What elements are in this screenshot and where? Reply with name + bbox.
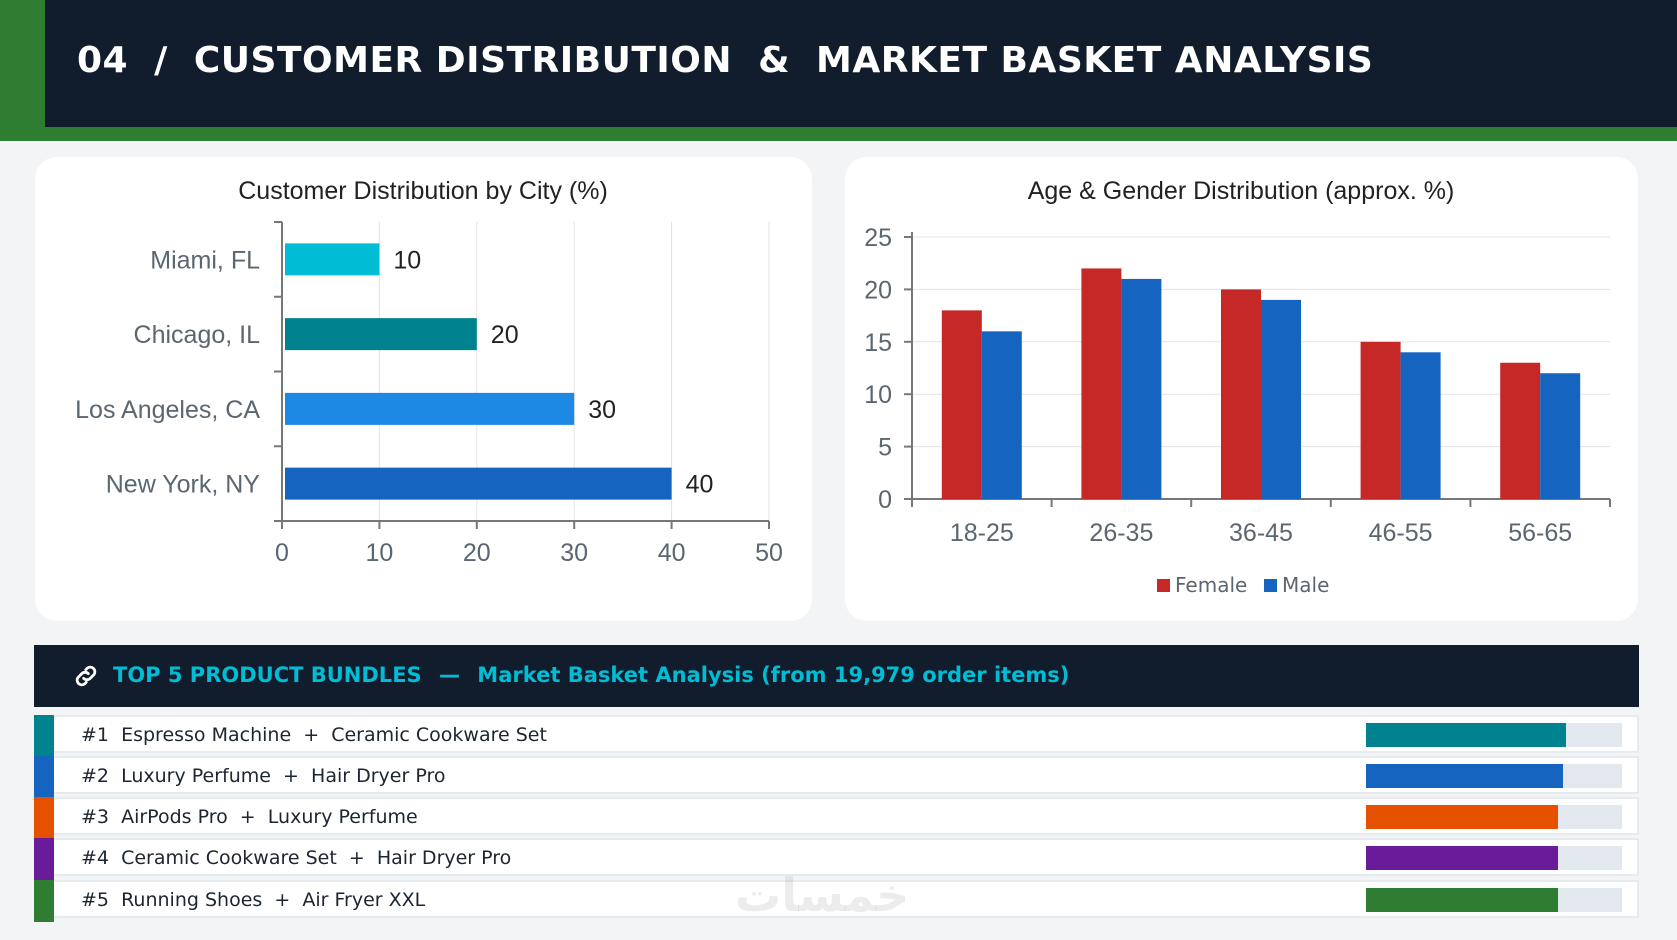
bar-male	[1261, 299, 1301, 499]
bundle-bar-fill	[1366, 888, 1558, 912]
bundle-bar-fill	[1366, 764, 1564, 788]
header-bar	[45, 0, 1677, 127]
bundle-bar-track	[1366, 723, 1622, 747]
bundle-bar-track	[1366, 805, 1622, 829]
category-label: New York, NY	[106, 471, 261, 499]
bundle-accent	[34, 838, 54, 880]
watermark-logo: خمسات	[735, 868, 910, 922]
data-label: 20	[491, 321, 519, 349]
bar-female	[1081, 268, 1122, 499]
bundle-label: #5 Running Shoes + Air Fryer XXL	[81, 889, 426, 911]
bundle-accent	[34, 756, 54, 798]
bar	[285, 243, 380, 276]
category-label: Los Angeles, CA	[75, 396, 260, 424]
city-distribution-chart: Customer Distribution by City (%) 0 10 20 30…	[75, 177, 783, 567]
bundle-bar-track	[1366, 888, 1622, 912]
bar-female	[1360, 341, 1401, 499]
bar-female	[1221, 289, 1261, 499]
legend-swatch	[1264, 579, 1277, 592]
bar-male	[981, 331, 1022, 499]
chart-title: Customer Distribution by City (%)	[238, 177, 608, 205]
bar	[285, 467, 672, 500]
chart-title: Age & Gender Distribution (approx. %)	[1028, 177, 1455, 205]
bundles-heading: TOP 5 PRODUCT BUNDLES — Market Basket An…	[113, 663, 1069, 687]
x-tick-label: 30	[560, 539, 588, 567]
bundle-bar-track	[1366, 764, 1622, 788]
legend-swatch	[1157, 579, 1170, 592]
legend-label: Male	[1282, 573, 1329, 597]
bundles-header: TOP 5 PRODUCT BUNDLES — Market Basket An…	[34, 645, 1639, 707]
bundle-row: #3 AirPods Pro + Luxury Perfume	[34, 797, 1639, 839]
x-tick-label: 26-35	[1089, 519, 1153, 547]
bundle-bar-fill	[1366, 723, 1566, 747]
bundle-row: #2 Luxury Perfume + Hair Dryer Pro	[34, 756, 1639, 798]
data-label: 30	[588, 396, 616, 424]
bundle-label: #1 Espresso Machine + Ceramic Cookware S…	[81, 724, 547, 746]
y-tick-label: 20	[864, 276, 892, 304]
bar-female	[1500, 362, 1541, 499]
bundle-row: #1 Espresso Machine + Ceramic Cookware S…	[34, 715, 1639, 757]
x-tick-label: 50	[755, 539, 783, 567]
bundle-label: #2 Luxury Perfume + Hair Dryer Pro	[81, 765, 446, 787]
y-tick-label: 5	[878, 434, 892, 462]
bundles-separator: —	[438, 663, 460, 687]
x-tick-label: 18-25	[950, 519, 1014, 547]
link-icon	[75, 665, 97, 687]
x-tick-label: 46-55	[1369, 519, 1433, 547]
category-label: Miami, FL	[150, 246, 260, 274]
y-tick-label: 15	[864, 329, 892, 357]
bundle-row: #5 Running Shoes + Air Fryer XXL	[34, 880, 1639, 922]
x-tick-label: 36-45	[1229, 519, 1293, 547]
bundle-row: #4 Ceramic Cookware Set + Hair Dryer Pro	[34, 838, 1639, 880]
x-tick-label: 20	[463, 539, 491, 567]
y-tick-label: 0	[878, 486, 892, 514]
bar-female	[941, 310, 982, 499]
y-tick-label: 10	[864, 381, 892, 409]
category-label: Chicago, IL	[134, 321, 261, 349]
data-label: 40	[686, 471, 714, 499]
bar	[285, 318, 477, 351]
age-gender-card: Age & Gender Distribution (approx. %) 0 5 1…	[845, 157, 1638, 621]
bundles-subtitle: Market Basket Analysis (from 19,979 orde…	[477, 663, 1070, 687]
legend-label: Female	[1175, 573, 1247, 597]
bundle-bar-track	[1366, 846, 1622, 870]
bar-male	[1121, 278, 1162, 499]
bundles-title: TOP 5 PRODUCT BUNDLES	[113, 663, 422, 687]
x-tick-label: 40	[658, 539, 686, 567]
bar	[285, 392, 575, 425]
x-tick-label: 10	[365, 539, 393, 567]
bundle-bar-fill	[1366, 805, 1558, 829]
city-distribution-card: Customer Distribution by City (%) 0 10 20 30…	[35, 157, 812, 621]
bar-male	[1400, 352, 1441, 499]
bar-male	[1540, 373, 1581, 499]
bundle-bar-fill	[1366, 846, 1558, 870]
bundle-accent	[34, 797, 54, 839]
bundle-label: #4 Ceramic Cookware Set + Hair Dryer Pro	[81, 847, 512, 869]
bundle-accent	[34, 880, 54, 922]
page-title: 04 / CUSTOMER DISTRIBUTION & MARKET BASK…	[77, 40, 1374, 81]
x-tick-label: 56-65	[1508, 519, 1572, 547]
data-label: 10	[393, 246, 421, 274]
bundle-label: #3 AirPods Pro + Luxury Perfume	[81, 806, 418, 828]
bundle-accent	[34, 715, 54, 757]
x-tick-label: 0	[275, 539, 289, 567]
age-gender-chart: Age & Gender Distribution (approx. %) 0 5 1…	[864, 177, 1611, 597]
y-tick-label: 25	[864, 224, 892, 252]
